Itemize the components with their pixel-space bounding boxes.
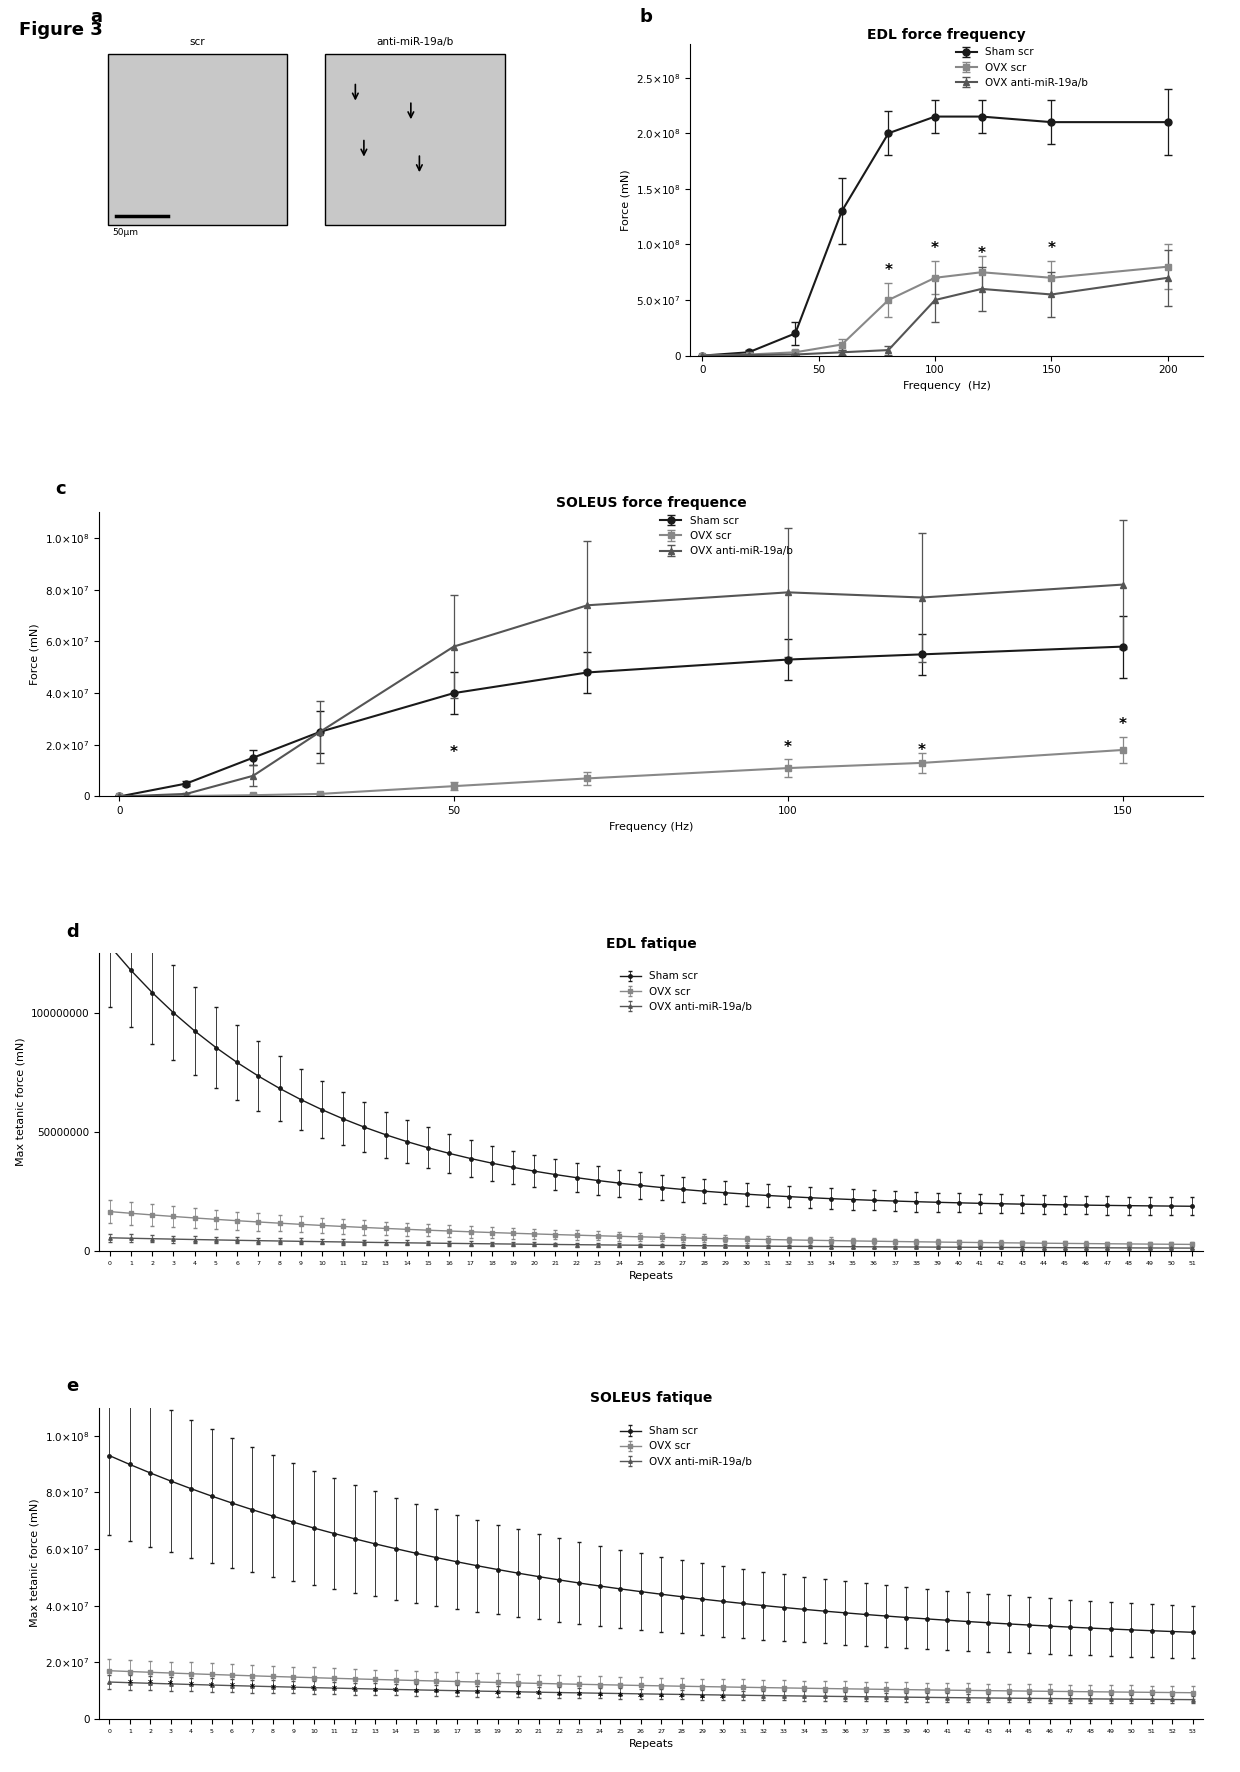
Text: d: d [66, 923, 79, 941]
X-axis label: Repeats: Repeats [629, 1271, 673, 1281]
Y-axis label: Max tetanic force (mN): Max tetanic force (mN) [15, 1038, 25, 1166]
Text: *: * [918, 742, 926, 758]
Text: *: * [148, 1680, 153, 1689]
Text: *: * [639, 1692, 644, 1703]
Text: a: a [91, 7, 103, 25]
Text: scr: scr [190, 37, 205, 48]
Text: b: b [640, 7, 652, 25]
Text: *: * [536, 1690, 541, 1701]
Text: *: * [680, 1694, 684, 1703]
Text: *: * [557, 1690, 562, 1701]
Text: *: * [372, 1687, 378, 1696]
Title: EDL fatique: EDL fatique [605, 937, 697, 950]
Text: *: * [720, 1694, 725, 1705]
Text: *: * [188, 1682, 193, 1690]
Text: *: * [413, 1687, 418, 1698]
Text: anti-miR-19a/b: anti-miR-19a/b [377, 37, 454, 48]
X-axis label: Repeats: Repeats [629, 1738, 673, 1749]
Text: *: * [884, 262, 893, 278]
Text: *: * [291, 1683, 296, 1694]
Text: *: * [598, 1692, 603, 1701]
Text: *: * [618, 1692, 622, 1703]
Bar [108, 53, 286, 225]
Text: *: * [332, 1685, 337, 1696]
Text: *: * [1118, 718, 1126, 732]
Title: SOLEUS force frequence: SOLEUS force frequence [556, 496, 746, 510]
Text: Figure 3: Figure 3 [19, 21, 103, 39]
Text: *: * [977, 246, 986, 260]
Text: *: * [454, 1689, 459, 1699]
Y-axis label: Max tetanic force (mN): Max tetanic force (mN) [30, 1499, 40, 1627]
Text: *: * [352, 1685, 357, 1696]
Y-axis label: Force (mN): Force (mN) [30, 624, 40, 686]
Text: *: * [450, 746, 458, 760]
Legend: Sham scr, OVX scr, OVX anti-miR-19a/b: Sham scr, OVX scr, OVX anti-miR-19a/b [656, 512, 796, 560]
Y-axis label: Force (mN): Force (mN) [620, 168, 631, 230]
Text: *: * [1048, 241, 1055, 255]
Text: *: * [931, 241, 939, 255]
Text: *: * [434, 1689, 439, 1698]
Text: *: * [270, 1683, 275, 1694]
Title: SOLEUS fatique: SOLEUS fatique [590, 1391, 712, 1405]
Text: *: * [210, 1682, 215, 1692]
Text: 50μm: 50μm [112, 229, 138, 237]
Text: c: c [55, 480, 66, 498]
Bar [325, 53, 505, 225]
Legend: Sham scr, OVX scr, OVX anti-miR-19a/b: Sham scr, OVX scr, OVX anti-miR-19a/b [952, 43, 1092, 92]
Text: *: * [516, 1690, 521, 1699]
Text: *: * [784, 741, 792, 755]
X-axis label: Frequency  (Hz): Frequency (Hz) [903, 381, 991, 392]
Text: *: * [577, 1690, 582, 1701]
Text: *: * [128, 1678, 133, 1689]
Text: *: * [658, 1692, 663, 1703]
Text: *: * [393, 1687, 398, 1698]
Text: *: * [169, 1680, 174, 1690]
X-axis label: Frequency (Hz): Frequency (Hz) [609, 822, 693, 831]
Legend: Sham scr, OVX scr, OVX anti-miR-19a/b: Sham scr, OVX scr, OVX anti-miR-19a/b [616, 968, 756, 1015]
Text: e: e [66, 1377, 78, 1395]
Title: EDL force frequency: EDL force frequency [867, 28, 1025, 43]
Text: *: * [229, 1682, 234, 1692]
Text: *: * [475, 1689, 480, 1699]
Text: *: * [250, 1683, 255, 1692]
Text: *: * [311, 1685, 316, 1694]
Legend: Sham scr, OVX scr, OVX anti-miR-19a/b: Sham scr, OVX scr, OVX anti-miR-19a/b [616, 1423, 756, 1471]
Text: *: * [495, 1689, 500, 1699]
Text: *: * [699, 1694, 704, 1703]
